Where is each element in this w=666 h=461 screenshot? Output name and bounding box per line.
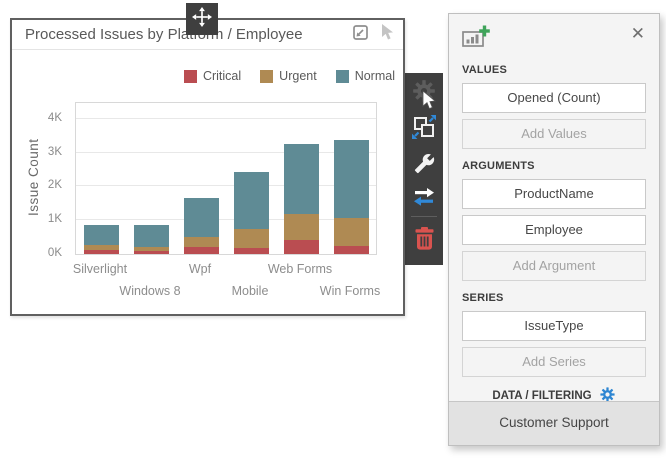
legend-label: Normal: [354, 69, 395, 83]
legend-item-urgent[interactable]: Urgent: [260, 69, 317, 83]
move-handle[interactable]: [186, 3, 218, 35]
bar-segment-normal[interactable]: [233, 171, 269, 230]
swap-arrows-icon[interactable]: [405, 181, 443, 213]
add-values-button[interactable]: Add Values: [462, 119, 646, 149]
x-label-wpf: Wpf: [188, 262, 212, 276]
value-item-opened-count[interactable]: Opened (Count): [462, 83, 646, 113]
bar-web-forms[interactable]: [283, 143, 319, 254]
trash-icon[interactable]: [405, 222, 443, 254]
convert-widget-icon[interactable]: [405, 111, 443, 143]
bar-silverlight[interactable]: [83, 224, 119, 254]
x-label-mobile: Mobile: [231, 284, 269, 298]
move-icon: [192, 6, 212, 32]
y-axis: 0K 1K 2K 3K 4K: [12, 102, 69, 259]
bar-mobile[interactable]: [233, 171, 269, 254]
gridline: [76, 118, 376, 119]
legend-swatch-normal: [335, 69, 349, 83]
y-tick: 4K: [47, 112, 62, 124]
export-icon[interactable]: [351, 23, 370, 47]
y-tick: 3K: [47, 146, 62, 158]
data-filtering-row[interactable]: DATA / FILTERING: [449, 386, 659, 406]
legend-swatch-critical: [183, 69, 197, 83]
bar-segment-normal[interactable]: [133, 224, 169, 247]
legend-swatch-urgent: [260, 69, 274, 83]
bar-segment-critical[interactable]: [233, 247, 269, 254]
bar-segment-critical[interactable]: [133, 250, 169, 254]
binding-panel: ✕ VALUES Opened (Count) Add Values ARGUM…: [448, 13, 660, 446]
customer-support-link[interactable]: Customer Support: [449, 401, 659, 445]
widget-title-bar: Processed Issues by Platform / Employee: [12, 20, 403, 50]
bar-windows-8[interactable]: [133, 224, 169, 254]
bar-segment-critical[interactable]: [283, 239, 319, 254]
y-tick: 1K: [47, 213, 62, 225]
bar-segment-critical[interactable]: [83, 249, 119, 254]
data-filtering-label: DATA / FILTERING: [492, 390, 592, 402]
mouse-cursor: [421, 90, 436, 116]
bar-win-forms[interactable]: [333, 139, 369, 254]
bar-segment-urgent[interactable]: [183, 236, 219, 247]
bar-segment-urgent[interactable]: [333, 218, 369, 246]
x-label-windows8: Windows 8: [119, 284, 181, 298]
legend-item-normal[interactable]: Normal: [335, 69, 395, 83]
y-tick: 2K: [47, 179, 62, 191]
bar-segment-critical[interactable]: [333, 245, 369, 254]
legend-label: Urgent: [279, 69, 317, 83]
x-label-webforms: Web Forms: [267, 262, 333, 276]
y-tick: 0K: [47, 247, 62, 259]
bar-segment-critical[interactable]: [183, 246, 219, 254]
bar-segment-urgent[interactable]: [283, 213, 319, 240]
wrench-icon[interactable]: [405, 147, 443, 179]
bar-segment-urgent[interactable]: [233, 229, 269, 248]
legend-item-critical[interactable]: Critical: [183, 69, 242, 83]
bar-segment-urgent[interactable]: [133, 246, 169, 251]
panel-header: ✕: [449, 14, 659, 53]
section-label-arguments: ARGUMENTS: [462, 160, 535, 172]
x-label-silverlight: Silverlight: [72, 262, 128, 276]
bar-segment-normal[interactable]: [183, 197, 219, 237]
series-item-issuetype[interactable]: IssueType: [462, 311, 646, 341]
bar-wpf[interactable]: [183, 197, 219, 254]
gridline: [76, 185, 376, 186]
legend-label: Critical: [202, 69, 242, 83]
argument-item-employee[interactable]: Employee: [462, 215, 646, 245]
section-label-series: SERIES: [462, 292, 504, 304]
add-series-button[interactable]: Add Series: [462, 347, 646, 377]
widget-title: Processed Issues by Platform / Employee: [25, 26, 303, 43]
close-icon[interactable]: ✕: [630, 24, 645, 43]
filter-gear-icon[interactable]: [599, 386, 616, 406]
chart-add-icon[interactable]: [462, 25, 490, 53]
chart-legend: Critical Urgent Normal: [183, 69, 395, 83]
chart-widget: Processed Issues by Platform / Employee: [10, 18, 405, 316]
argument-item-productname[interactable]: ProductName: [462, 179, 646, 209]
gridline: [76, 219, 376, 220]
bar-segment-normal[interactable]: [333, 139, 369, 219]
plot-area[interactable]: [75, 102, 377, 255]
gridline: [76, 152, 376, 153]
x-label-winforms: Win Forms: [319, 284, 381, 298]
bar-segment-normal[interactable]: [83, 224, 119, 245]
section-label-values: VALUES: [462, 64, 508, 76]
bar-segment-normal[interactable]: [283, 143, 319, 214]
pointer-icon[interactable]: [379, 23, 395, 46]
bar-segment-urgent[interactable]: [83, 244, 119, 250]
toolbar-divider: [411, 216, 437, 217]
add-argument-button[interactable]: Add Argument: [462, 251, 646, 281]
